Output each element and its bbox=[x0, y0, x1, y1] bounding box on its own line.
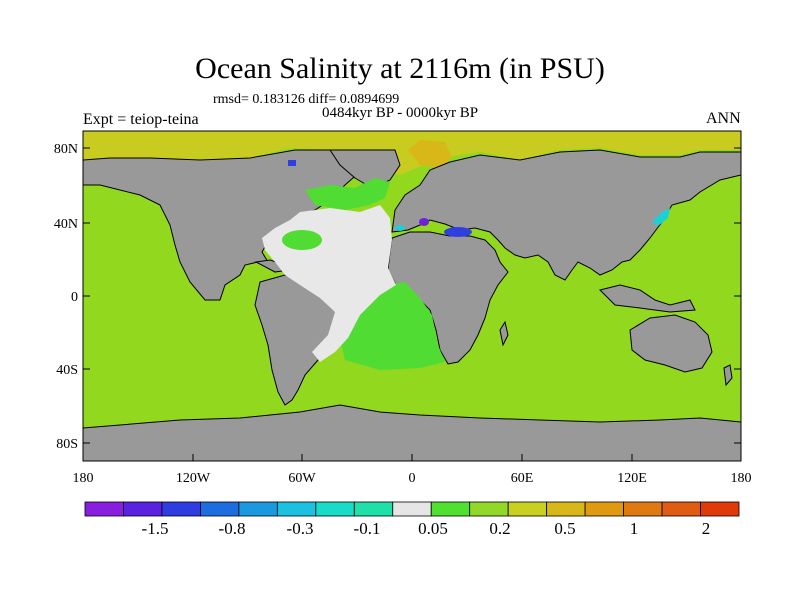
colorbar-label: 2 bbox=[702, 519, 711, 538]
longitude-ticks: 180 120W 60W 0 60E 120E 180 bbox=[73, 454, 752, 486]
mediterranean-cyan-region bbox=[395, 225, 405, 231]
colorbar-swatch bbox=[353, 501, 394, 517]
mediterranean-purple-region bbox=[419, 218, 429, 226]
colorbar-swatch bbox=[546, 501, 586, 517]
latitude-ticks: 80N 40N 0 40S 80S bbox=[54, 142, 741, 452]
colorbar-label: -1.5 bbox=[142, 519, 169, 538]
colorbar-label: 1 bbox=[630, 519, 639, 538]
colorbar-swatch bbox=[276, 501, 317, 517]
australia bbox=[629, 314, 713, 373]
eurasia bbox=[391, 149, 741, 281]
colorbar-label: 0.2 bbox=[489, 519, 510, 538]
map-title: Ocean Salinity at 2116m (in PSU) bbox=[195, 52, 605, 85]
lon-tick-label: 0 bbox=[409, 471, 416, 486]
indonesia bbox=[599, 284, 696, 313]
lon-tick-label: 60W bbox=[288, 471, 316, 486]
lat-tick-label: 80N bbox=[54, 142, 78, 157]
colorbar-swatch bbox=[430, 501, 471, 517]
new-zealand bbox=[723, 364, 733, 387]
colorbar-label: 0.5 bbox=[554, 519, 575, 538]
lon-tick-label: 180 bbox=[731, 471, 752, 486]
lon-tick-label: 60E bbox=[511, 471, 534, 486]
north-atlantic-region bbox=[305, 178, 390, 210]
colorbar-swatch bbox=[584, 501, 624, 517]
colorbar-label: -0.3 bbox=[287, 519, 314, 538]
colorbar-swatch bbox=[623, 501, 663, 517]
colorbar-swatch bbox=[700, 501, 740, 517]
lat-tick-label: 80S bbox=[56, 437, 78, 452]
colorbar-swatch bbox=[661, 501, 701, 517]
lon-tick-label: 120W bbox=[176, 471, 211, 486]
colorbar-swatch bbox=[238, 501, 278, 517]
colorbar-label: 0.05 bbox=[418, 519, 448, 538]
colorbar-swatch bbox=[84, 501, 124, 517]
colorbar-swatch bbox=[200, 501, 240, 517]
gulf-anomaly-region bbox=[282, 230, 322, 250]
colorbar-label: -0.1 bbox=[354, 519, 381, 538]
japan-sea-region bbox=[652, 208, 670, 226]
period-label: 0484kyr BP - 0000kyr BP bbox=[322, 105, 479, 121]
lon-tick-label: 180 bbox=[73, 471, 94, 486]
colorbar-swatch bbox=[507, 501, 548, 517]
arctic-blue-region bbox=[288, 160, 296, 166]
colorbar-label: -0.8 bbox=[219, 519, 246, 538]
colorbar-swatch bbox=[392, 501, 432, 517]
colorbar-swatch bbox=[161, 501, 201, 517]
map-area bbox=[83, 131, 741, 461]
colorbar-swatch bbox=[315, 501, 355, 517]
mediterranean-blue-region bbox=[444, 227, 472, 237]
colorbar-swatch bbox=[123, 501, 163, 517]
madagascar bbox=[499, 320, 509, 347]
stats-label: rmsd= 0.183126 diff= 0.0894699 bbox=[213, 92, 400, 107]
lat-tick-label: 40N bbox=[54, 217, 78, 232]
lon-tick-label: 120E bbox=[617, 471, 647, 486]
season-label: ANN bbox=[706, 110, 741, 127]
colorbar-swatch bbox=[469, 501, 509, 517]
lat-tick-label: 40S bbox=[56, 363, 78, 378]
antarctica bbox=[83, 404, 741, 461]
colorbar: -1.5 -0.8 -0.3 -0.1 0.05 0.2 0.5 1 2 bbox=[84, 501, 740, 538]
arctic-high-region bbox=[408, 140, 452, 168]
experiment-label: Expt = teiop-teina bbox=[83, 111, 199, 128]
lat-tick-label: 0 bbox=[71, 290, 78, 305]
